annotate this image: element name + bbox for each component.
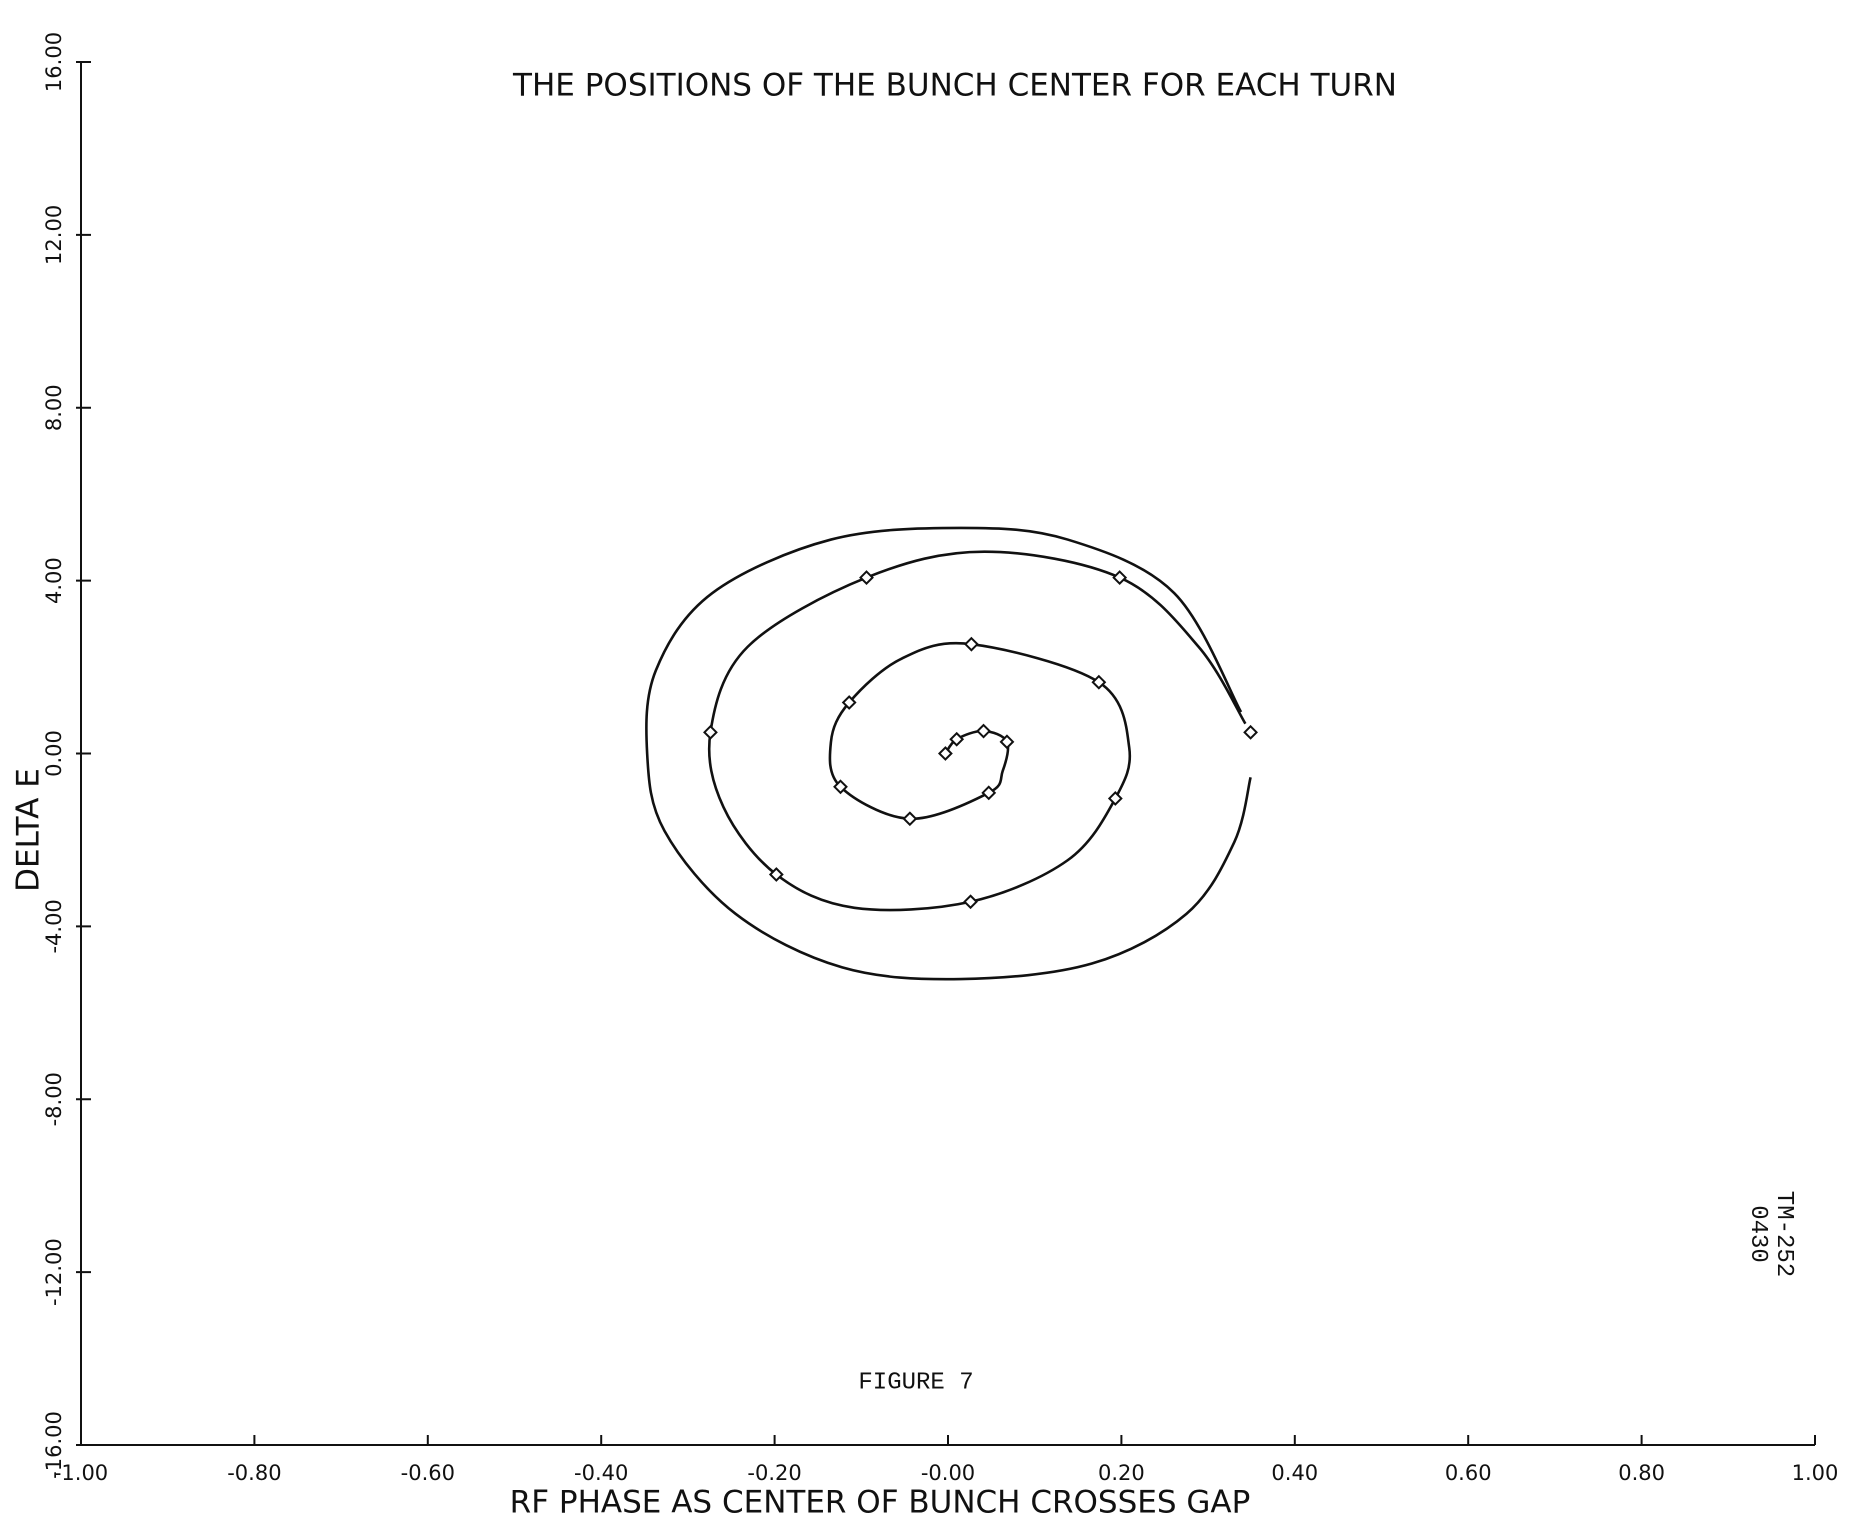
y-tick-label: -12.00: [42, 1238, 66, 1306]
y-axis-label: DELTA E: [11, 768, 47, 892]
x-axis-label: RF PHASE AS CENTER OF BUNCH CROSSES GAP: [510, 1485, 1251, 1521]
y-tick-label: 0.00: [42, 730, 66, 777]
point-marker: [963, 894, 978, 910]
chart-title: THE POSITIONS OF THE BUNCH CENTER FOR EA…: [512, 68, 1397, 104]
point-marker: [703, 724, 718, 740]
point-marker: [833, 779, 848, 795]
x-tick-label: 0.60: [1445, 1461, 1492, 1485]
x-tick-label: 0.40: [1271, 1461, 1318, 1485]
figure-label: FIGURE 7: [858, 1369, 973, 1396]
point-marker: [999, 734, 1015, 750]
point-marker: [1243, 724, 1258, 740]
point-marker: [1107, 791, 1123, 806]
x-tick-label: -0.80: [227, 1461, 281, 1485]
point-marker: [963, 636, 979, 652]
x-tick-label: 0.80: [1618, 1461, 1665, 1485]
point-marker: [841, 695, 857, 710]
y-tick-label: 12.00: [42, 205, 66, 265]
y-tick-label: -4.00: [42, 899, 66, 953]
x-tick-label: -0.40: [574, 1461, 628, 1485]
point-marker: [902, 811, 918, 827]
x-tick-label: -0.00: [921, 1461, 975, 1485]
x-tick-label: -1.00: [54, 1461, 108, 1485]
point-marker: [1091, 674, 1107, 690]
document-id: TM-2520430: [1744, 1191, 1797, 1277]
x-tick-label: 1.00: [1792, 1461, 1839, 1485]
x-tick-label: -0.60: [401, 1461, 455, 1485]
point-marker: [937, 746, 953, 761]
point-marker: [768, 867, 784, 882]
point-marker: [981, 785, 997, 801]
point-marker: [1112, 570, 1128, 586]
point-marker: [949, 731, 965, 747]
y-tick-label: 4.00: [42, 557, 66, 604]
y-tick-label: 8.00: [42, 384, 66, 431]
x-tick-label: -0.20: [747, 1461, 801, 1485]
point-marker: [859, 570, 874, 586]
point-marker: [976, 723, 991, 739]
y-tick-label: -8.00: [42, 1072, 66, 1126]
y-tick-label: 16.00: [42, 32, 66, 92]
y-tick-label: -16.00: [42, 1411, 66, 1479]
x-tick-label: 0.20: [1098, 1461, 1145, 1485]
